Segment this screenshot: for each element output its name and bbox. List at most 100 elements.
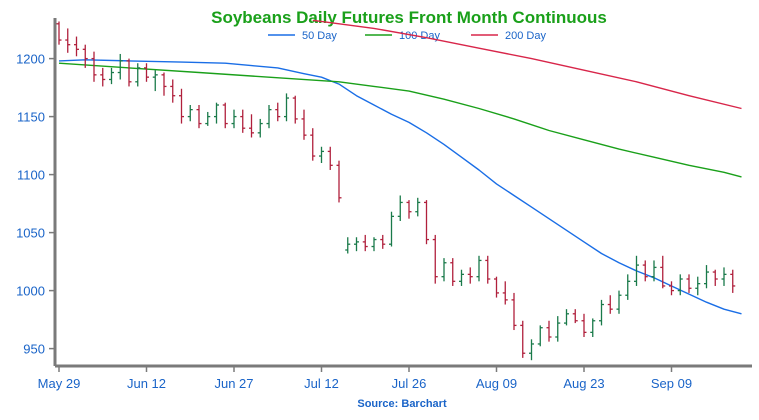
- ohlc-bar: [502, 281, 508, 305]
- ohlc-bar: [336, 160, 342, 203]
- ohlc-bar: [65, 28, 71, 53]
- legend: 50 Day 100 Day 200 Day: [268, 30, 546, 42]
- ohlc-bar: [354, 237, 359, 252]
- ohlc-bar: [450, 258, 456, 286]
- ohlc-bar: [686, 274, 692, 293]
- source-label: Source: Barchart: [357, 398, 447, 410]
- ohlc-bar: [677, 274, 683, 296]
- ohlc-bar: [485, 255, 491, 284]
- ohlc-bar: [301, 109, 307, 140]
- ohlc-bar: [511, 292, 517, 331]
- ohlc-bar: [651, 260, 657, 282]
- legend-label-50-day: 50 Day: [302, 30, 337, 42]
- y-tick-label: 1000: [16, 284, 45, 299]
- series-line-200-day: [312, 19, 742, 110]
- ohlc-bar: [380, 234, 386, 249]
- ohlc-bar: [126, 58, 132, 87]
- y-tick-label: 1150: [17, 110, 45, 125]
- chart-title: Soybeans Daily Futures Front Month Conti…: [211, 8, 607, 27]
- x-axis-ticks: May 29 Jun 12 Jun 27 Jul 12 Jul 26 Aug 09 Aug …: [38, 366, 692, 391]
- ohlc-bar: [572, 309, 578, 324]
- ohlc-bar: [371, 237, 377, 252]
- moving-average-lines: [58, 19, 742, 315]
- ohlc-bar: [179, 88, 184, 124]
- ohlc-bar: [424, 200, 429, 245]
- ohlc-bar: [432, 234, 438, 284]
- x-tick-label: Jul 26: [392, 376, 427, 391]
- ohlc-bar: [397, 195, 403, 221]
- ohlc-bar: [161, 72, 167, 96]
- ohlc-bar: [555, 316, 561, 342]
- ohlc-bar: [695, 276, 701, 296]
- ohlc-bar: [616, 290, 622, 314]
- ohlc-bar: [345, 237, 351, 254]
- ohlc-bar: [546, 320, 552, 342]
- ohlc-bar: [205, 111, 211, 126]
- ohlc-bar: [249, 114, 254, 138]
- ohlc-bar: [100, 67, 106, 87]
- ohlc-bar: [117, 53, 123, 80]
- ohlc-bar: [275, 102, 281, 122]
- ohlc-bar: [170, 79, 176, 103]
- ohlc-bar: [310, 128, 316, 161]
- x-tick-label: Jul 12: [304, 376, 339, 391]
- y-tick-label: 950: [23, 342, 45, 357]
- ohlc-bar: [721, 267, 727, 286]
- ohlc-bar: [406, 200, 412, 219]
- ohlc-bar: [441, 258, 447, 282]
- ohlc-bar: [187, 105, 193, 122]
- ohlc-bar: [625, 274, 631, 300]
- ohlc-bar: [292, 95, 298, 124]
- ohlc-bar: [494, 276, 499, 298]
- ohlc-bar: [634, 255, 639, 286]
- y-tick-label: 1200: [16, 52, 45, 67]
- x-tick-label: Aug 23: [563, 376, 604, 391]
- ohlc-bar: [284, 93, 289, 122]
- ohlc-bar: [266, 105, 272, 129]
- ohlc-bar: [581, 313, 587, 337]
- ohlc-bar: [476, 255, 482, 282]
- ohlc-bar: [56, 21, 62, 45]
- y-tick-label: 1100: [17, 168, 45, 183]
- ohlc-bar: [415, 197, 421, 217]
- ohlc-bar: [467, 267, 473, 284]
- ohlc-bar: [144, 63, 149, 82]
- ohlc-bar: [669, 281, 674, 296]
- ohlc-bar: [704, 265, 709, 289]
- ohlc-bar: [459, 269, 464, 286]
- y-axis-ticks: 950 1000 1050 1100 1150 1200: [16, 52, 55, 357]
- ohlc-bar: [257, 118, 263, 138]
- y-tick-label: 1050: [16, 226, 45, 241]
- legend-label-200-day: 200 Day: [505, 30, 546, 42]
- ohlc-bar: [152, 70, 158, 92]
- x-tick-label: Jun 12: [127, 376, 166, 391]
- ohlc-bar: [327, 146, 333, 170]
- ohlc-bar: [135, 63, 141, 87]
- ohlc-bar: [564, 309, 569, 326]
- ohlc-bar: [240, 109, 246, 133]
- ohlc-bar: [389, 211, 394, 247]
- x-tick-label: Sep 09: [651, 376, 692, 391]
- ohlc-bar: [520, 320, 526, 358]
- ohlc-bar: [599, 299, 604, 326]
- ohlc-bar: [231, 109, 237, 129]
- x-tick-label: May 29: [38, 376, 81, 391]
- ohlc-bar: [537, 325, 543, 347]
- ohlc-bars: [56, 21, 736, 361]
- series-line-50-day: [58, 59, 742, 315]
- ohlc-bar: [590, 318, 596, 337]
- ohlc-bar: [74, 36, 79, 57]
- ohlc-bar: [730, 269, 736, 293]
- ohlc-bar: [82, 44, 88, 68]
- ohlc-bar: [91, 51, 97, 82]
- ohlc-bar: [362, 234, 368, 252]
- ohlc-bar: [642, 260, 648, 282]
- ohlc-bar: [712, 269, 718, 286]
- ohlc-bar: [607, 295, 613, 314]
- x-tick-label: Aug 09: [476, 376, 517, 391]
- series-line-100-day: [58, 62, 742, 178]
- ohlc-bar: [529, 339, 534, 361]
- x-tick-label: Jun 27: [214, 376, 253, 391]
- ohlc-bar: [660, 255, 666, 289]
